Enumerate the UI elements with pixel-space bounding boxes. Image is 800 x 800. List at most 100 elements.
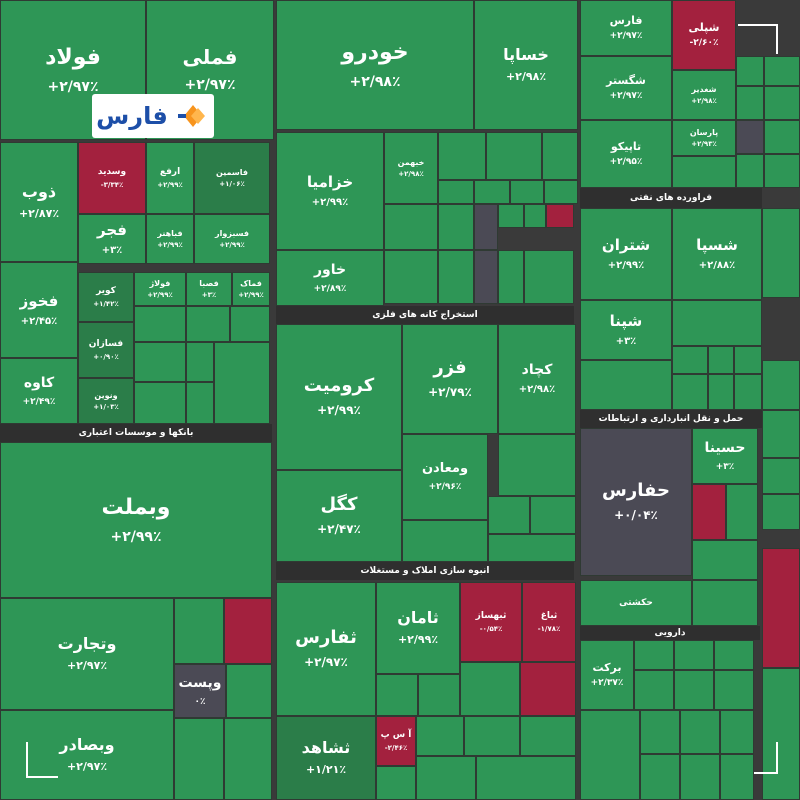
stock-name: خزامیا (306, 172, 354, 191)
stock-tile: تاپیکو +۲/۹۵٪ (580, 120, 672, 188)
stock-tile: کگل +۲/۴۷٪ (276, 470, 402, 562)
stock-tile: خاور +۲/۸۹٪ (276, 250, 384, 306)
minor-stock-tile (762, 410, 800, 458)
stock-name: شگستر (606, 73, 646, 87)
minor-stock-tile (762, 548, 800, 668)
sector-label: فراورده های نفتی (580, 188, 762, 208)
stock-change: -۲/۶۰٪ (689, 38, 719, 49)
stock-name: فخوز (19, 291, 59, 310)
stock-name: وسدید (97, 166, 127, 177)
stock-tile: شپلی -۲/۶۰٪ (672, 0, 736, 70)
minor-stock-tile (692, 484, 726, 540)
stock-change: +۲/۹۹٪ (147, 291, 173, 300)
stock-name: خساپا (503, 45, 549, 65)
minor-stock-tile (418, 674, 460, 716)
stock-change: -۳/۳۴٪ (100, 181, 124, 190)
stock-tile: فصبا +۳٪ (186, 272, 232, 306)
stock-tile: حفارس +۰/۰۴٪ (580, 428, 692, 576)
minor-stock-tile (680, 710, 720, 754)
minor-stock-tile (416, 716, 464, 756)
stock-tile: شپنا +۳٪ (580, 300, 672, 360)
minor-stock-tile (640, 754, 680, 800)
stock-tile: ذوب +۲/۸۷٪ (0, 142, 78, 262)
minor-stock-tile (520, 662, 576, 716)
stock-tile: ثامان +۲/۹۹٪ (376, 582, 460, 674)
stock-change: +۲/۹۹٪ (219, 241, 245, 250)
stock-tile: فخوز +۲/۴۵٪ (0, 262, 78, 358)
minor-stock-tile (186, 382, 214, 424)
stock-change: +۰/۰۴٪ (614, 507, 658, 522)
minor-stock-tile (764, 86, 800, 120)
stock-tile: فباهنر +۲/۹۹٪ (146, 214, 194, 264)
stock-name: ثباغ (540, 610, 558, 621)
stock-name: فسبزوار (215, 228, 249, 238)
stock-tile: وبصادر +۲/۹۷٪ (0, 710, 174, 800)
minor-stock-tile (524, 250, 574, 304)
stock-name: فجر (97, 220, 127, 239)
minor-stock-tile (720, 754, 754, 800)
stock-tile: شغدیر +۲/۹۸٪ (672, 70, 736, 120)
minor-stock-tile (764, 120, 800, 154)
stock-tile: خزامیا +۲/۹۹٪ (276, 132, 384, 250)
stock-change: +۲/۸۹٪ (313, 283, 347, 294)
stock-name: کگل (320, 494, 358, 516)
stock-change: +۲/۹۹٪ (110, 529, 162, 546)
stock-change: +۲/۴۵٪ (20, 315, 58, 327)
minor-stock-tile (762, 458, 800, 494)
minor-stock-tile (498, 434, 576, 496)
stock-change: +۲/۹۹٪ (157, 241, 183, 250)
stock-name: آ س پ (380, 729, 412, 740)
stock-name: وتجارت (57, 634, 117, 654)
minor-stock-tile (186, 342, 214, 382)
minor-stock-tile (460, 662, 520, 716)
minor-stock-tile (474, 180, 510, 204)
stock-name: فاسمین (216, 167, 248, 177)
stock-change: +۲/۹۸٪ (518, 384, 556, 396)
minor-stock-tile (762, 208, 800, 298)
minor-stock-tile (438, 250, 474, 304)
stock-change: +۲/۹۹٪ (157, 181, 183, 190)
stock-change: +۲/۹۶٪ (428, 481, 462, 492)
stock-name: کاوه (23, 374, 55, 391)
stock-change: +۲/۹۷٪ (184, 77, 236, 94)
minor-stock-tile (498, 250, 524, 304)
stock-tile: ثباغ -۱/۷۸٪ (522, 582, 576, 662)
stock-name: وبملت (101, 494, 171, 520)
stock-name: ارفع (159, 166, 181, 177)
minor-stock-tile (580, 360, 672, 410)
stock-tile: فولاژ +۲/۹۹٪ (134, 272, 186, 306)
sector-label: دارویی (580, 626, 760, 640)
minor-stock-tile (226, 664, 272, 718)
stock-tile: کرومیت +۲/۹۹٪ (276, 324, 402, 470)
minor-stock-tile (134, 382, 186, 424)
minor-stock-tile (376, 766, 416, 800)
stock-tile: حکشتی (580, 580, 692, 626)
stock-change: +۲/۹۸٪ (398, 170, 424, 179)
frame-corner-top-right (738, 24, 778, 54)
stock-name: وبصادر (59, 735, 115, 755)
stock-tile: وتجارت +۲/۹۷٪ (0, 598, 174, 710)
stock-change: +۱/۲۱٪ (305, 762, 347, 776)
stock-name: خبهمن (397, 157, 425, 167)
stock-change: +۲/۴۷٪ (317, 521, 361, 536)
stock-change: +۲/۹۷٪ (304, 654, 348, 669)
logo-mark-icon (177, 105, 205, 127)
stock-tile: فاسمین +۱/۰۶٪ (194, 142, 270, 214)
stock-change: +۲/۹۸٪ (349, 74, 401, 91)
minor-stock-tile (714, 640, 754, 670)
stock-tile: ونوین +۱/۰۳٪ (78, 378, 134, 424)
stock-name: فباهنر (157, 228, 183, 238)
stock-change: +۲/۹۷٪ (609, 31, 643, 42)
stock-tile: پارسان +۲/۹۳٪ (672, 120, 736, 156)
stock-name: کرومیت (303, 375, 375, 397)
minor-stock-tile (692, 540, 758, 580)
stock-change: ۰٪ (194, 696, 206, 707)
minor-stock-tile (230, 306, 270, 342)
stock-tile: فسازان +۰/۹۰٪ (78, 322, 134, 378)
stock-change: +۳٪ (101, 244, 123, 256)
stock-tile: شسپا +۲/۸۸٪ (672, 208, 762, 300)
stock-name: فملی (182, 45, 238, 70)
stock-name: ومعادن (421, 460, 469, 476)
minor-stock-tile (736, 86, 764, 120)
